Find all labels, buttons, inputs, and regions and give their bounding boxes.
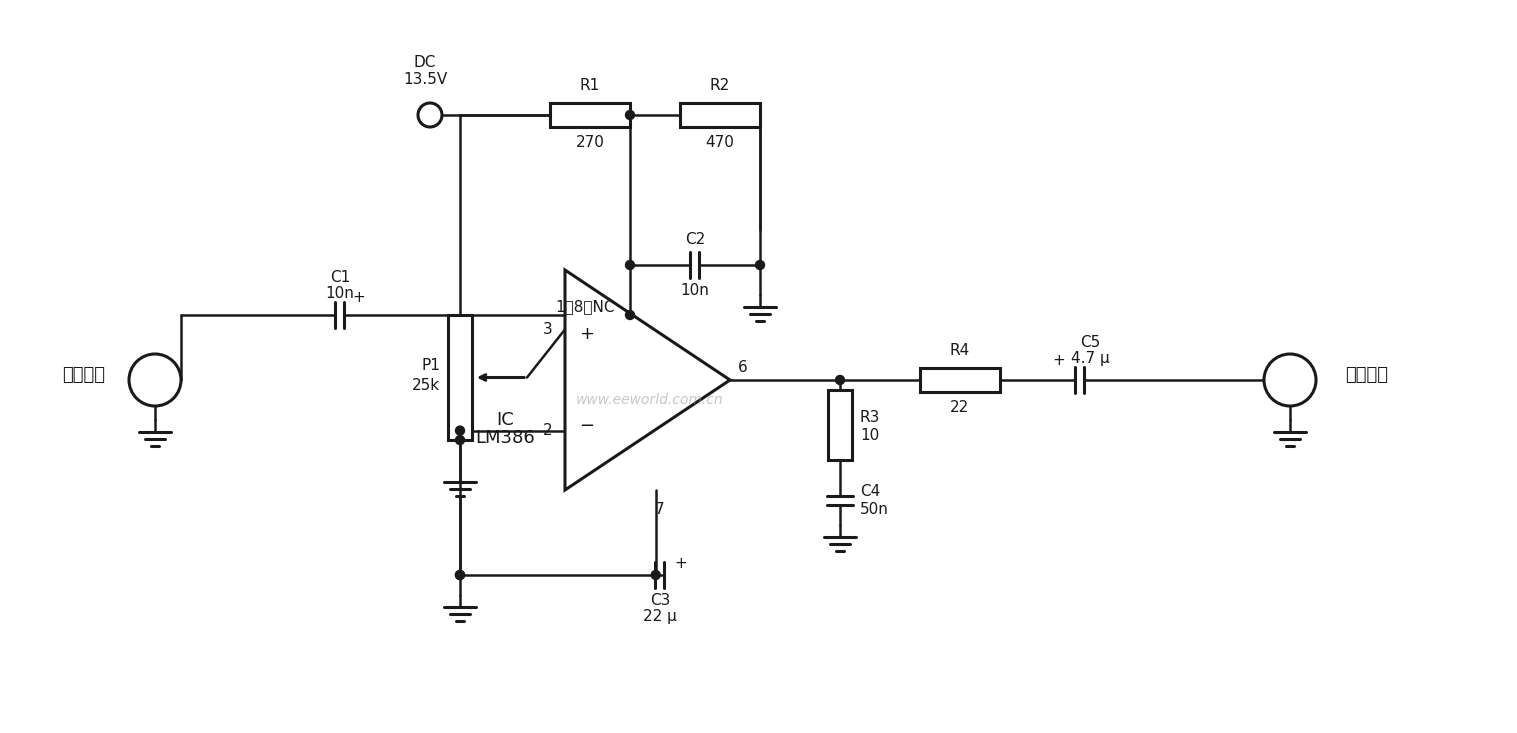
Text: 音频输出: 音频输出 bbox=[1346, 366, 1388, 384]
Text: +: + bbox=[579, 325, 595, 343]
Text: C4: C4 bbox=[860, 485, 880, 499]
FancyBboxPatch shape bbox=[919, 368, 1000, 392]
Text: 音频输入: 音频输入 bbox=[62, 366, 105, 384]
Text: 2: 2 bbox=[543, 423, 554, 438]
Text: +: + bbox=[352, 290, 364, 305]
Text: +: + bbox=[674, 556, 687, 570]
Circle shape bbox=[836, 375, 845, 385]
Text: 10: 10 bbox=[860, 427, 880, 443]
Text: 470: 470 bbox=[705, 135, 734, 150]
Text: 50n: 50n bbox=[860, 503, 889, 517]
Text: www.eeworld.com.cn: www.eeworld.com.cn bbox=[576, 393, 724, 407]
Text: R3: R3 bbox=[860, 410, 880, 424]
Text: 25k: 25k bbox=[413, 378, 440, 393]
Circle shape bbox=[651, 570, 660, 580]
FancyBboxPatch shape bbox=[828, 390, 853, 460]
Circle shape bbox=[625, 260, 634, 270]
Text: IC: IC bbox=[496, 411, 514, 429]
Text: 6: 6 bbox=[737, 361, 748, 375]
Text: 10n: 10n bbox=[681, 283, 710, 298]
Circle shape bbox=[755, 260, 765, 270]
Text: 7: 7 bbox=[655, 502, 664, 517]
Circle shape bbox=[625, 311, 634, 320]
Text: 4.7 μ: 4.7 μ bbox=[1071, 351, 1109, 366]
Text: DC
13.5V: DC 13.5V bbox=[404, 54, 448, 87]
Text: −: − bbox=[579, 416, 595, 435]
Text: 22 μ: 22 μ bbox=[643, 609, 677, 624]
Text: C5: C5 bbox=[1080, 335, 1100, 350]
Circle shape bbox=[455, 570, 464, 580]
Circle shape bbox=[455, 426, 464, 435]
Polygon shape bbox=[564, 270, 730, 490]
Text: 270: 270 bbox=[575, 135, 604, 150]
Circle shape bbox=[419, 103, 441, 127]
Text: 10n: 10n bbox=[326, 286, 355, 301]
FancyBboxPatch shape bbox=[551, 103, 630, 127]
Text: P1: P1 bbox=[422, 358, 440, 373]
Text: R4: R4 bbox=[950, 343, 971, 358]
Text: C2: C2 bbox=[684, 232, 705, 247]
Text: 3: 3 bbox=[543, 322, 554, 337]
Text: C3: C3 bbox=[649, 593, 671, 608]
Text: +: + bbox=[1053, 353, 1065, 368]
Text: LM386: LM386 bbox=[475, 429, 536, 447]
Circle shape bbox=[129, 354, 181, 406]
Text: 22: 22 bbox=[950, 400, 969, 415]
Circle shape bbox=[1264, 354, 1317, 406]
Circle shape bbox=[455, 435, 464, 444]
Text: C1: C1 bbox=[329, 270, 350, 285]
Circle shape bbox=[625, 111, 634, 119]
Circle shape bbox=[455, 570, 464, 580]
FancyBboxPatch shape bbox=[448, 315, 472, 440]
FancyBboxPatch shape bbox=[680, 103, 760, 127]
Text: R2: R2 bbox=[710, 78, 730, 93]
Text: R1: R1 bbox=[579, 78, 601, 93]
Text: 1、8：NC: 1、8：NC bbox=[555, 300, 614, 314]
